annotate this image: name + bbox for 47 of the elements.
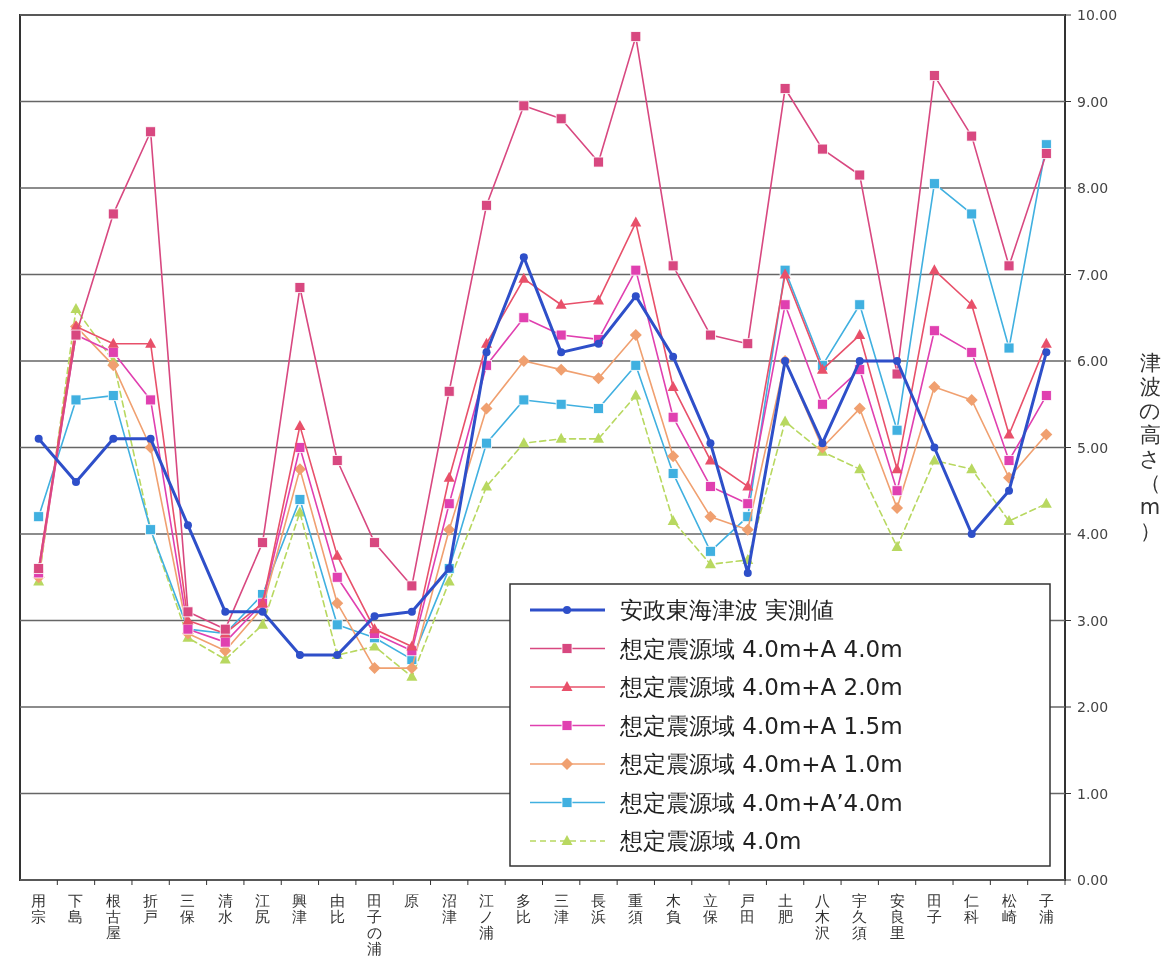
x-tick-label: 宇久須 [852, 892, 868, 942]
y-tick-label: 4.00 [1077, 526, 1109, 542]
legend-label: 想定震源域 4.0m+A 1.5m [619, 712, 903, 739]
y-tick-label: 6.00 [1077, 353, 1109, 369]
x-tick-label: 江ノ浦 [479, 892, 495, 942]
y-tick-label: 1.00 [1077, 785, 1109, 802]
x-tick-label: 土肥 [777, 892, 793, 926]
y-tick-label: 0.00 [1077, 872, 1109, 888]
x-tick-label: 根古屋 [105, 892, 121, 942]
x-tick-label: 三保 [180, 892, 196, 926]
x-tick-label: 用宗 [31, 892, 47, 926]
x-tick-label: 仁科 [963, 892, 980, 926]
y-tick-label: 9.00 [1077, 93, 1109, 110]
x-tick-label: 子浦 [1038, 892, 1054, 926]
x-tick-label: 田子の浦 [367, 892, 383, 958]
y-tick-label: 10.00 [1077, 7, 1118, 23]
x-tick-label: 重須 [628, 892, 644, 926]
x-tick-label: 興津 [292, 892, 308, 926]
x-tick-label: 木負 [665, 892, 681, 926]
x-tick-label: 田子 [926, 892, 942, 926]
legend-label: 想定震源域 4.0m+A 4.0m [619, 635, 903, 662]
x-tick-label: 清水 [217, 892, 233, 926]
x-tick-label: 由比 [329, 892, 345, 926]
x-tick-label: 折戸 [143, 892, 159, 926]
y-tick-label: 2.00 [1077, 699, 1109, 715]
x-tick-label: 長浜 [590, 892, 606, 926]
y-tick-label: 3.00 [1077, 612, 1109, 629]
x-tick-label: 戸田 [740, 892, 756, 926]
x-tick-label: 松崎 [1001, 892, 1017, 926]
x-tick-label: 立保 [702, 892, 718, 926]
x-tick-label: 八木沢 [814, 892, 830, 942]
legend-label: 想定震源域 4.0m+A 1.0m [619, 751, 903, 777]
x-tick-label: 安良里 [889, 892, 905, 942]
legend-label: 想定震源域 4.0m+A’4.0m [619, 789, 903, 816]
x-tick-label: 江尻 [255, 892, 271, 926]
legend-label: 想定震源域 4.0m+A 2.0m [619, 674, 903, 700]
x-tick-label: 沼津 [441, 892, 457, 926]
legend-label: 想定震源域 4.0m [619, 828, 802, 854]
legend-label: 安政東海津波 実測値 [620, 597, 835, 623]
x-tick-label: 多比 [516, 892, 532, 926]
x-tick-label: 三津 [553, 892, 569, 926]
x-tick-label: 下島 [68, 892, 84, 926]
y-tick-label: 8.00 [1077, 180, 1109, 196]
y-axis-title: 津波の高さ（m） [1139, 350, 1161, 543]
y-tick-label: 7.00 [1077, 266, 1109, 283]
x-tick-label: 原 [404, 892, 420, 910]
y-tick-label: 5.00 [1077, 439, 1109, 456]
